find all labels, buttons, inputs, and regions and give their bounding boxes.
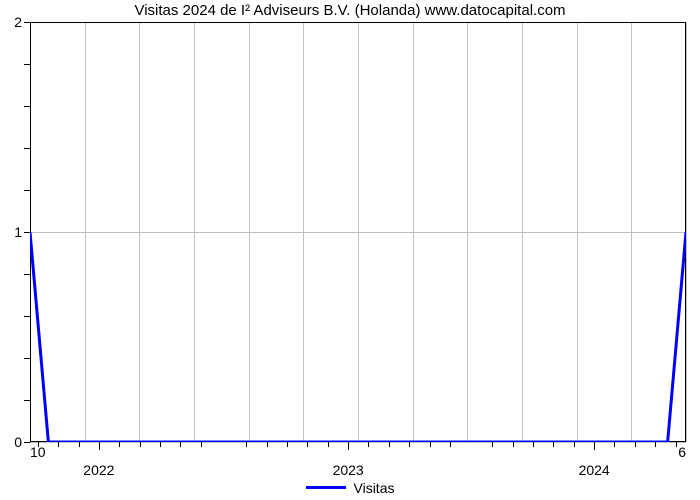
y-tick-label: 0 [14,434,22,450]
x-minor-tick [635,442,636,447]
y-minor-tick [24,400,30,401]
grid-line-v [85,22,86,442]
y-tick-label: 2 [14,14,22,30]
grid-line-h [30,442,686,443]
chart-title: Visitas 2024 de I² Adviseurs B.V. (Holan… [0,0,700,22]
x-minor-tick [140,442,141,447]
grid-line-v [522,22,523,442]
x-minor-tick [307,442,308,447]
x-minor-tick [79,442,80,447]
x-minor-tick [513,442,514,447]
x-minor-tick [328,442,329,447]
legend-label: Visitas [354,480,395,496]
x-minor-tick [201,442,202,447]
y-minor-tick [24,106,30,107]
x-minor-tick [368,442,369,447]
y-minor-tick [24,358,30,359]
x-minor-tick [160,442,161,447]
y-minor-tick [24,442,30,443]
x-minor-tick [38,442,39,447]
grid-line-v [577,22,578,442]
y-minor-tick [24,316,30,317]
grid-line-v [631,22,632,442]
y-minor-tick [24,22,30,23]
y-minor-tick [24,190,30,191]
chart-container: { "chart": { "type": "line", "title": "V… [0,0,700,500]
x-minor-tick [450,442,451,447]
x-minor-tick [58,442,59,447]
legend-item: Visitas [306,480,395,496]
x-minor-tick [389,442,390,447]
x-minor-tick [614,442,615,447]
grid-line-v [686,22,687,442]
x-minor-tick [409,442,410,447]
y-minor-tick [24,232,30,233]
y-minor-tick [24,148,30,149]
x-major-tick [348,442,349,450]
y-minor-tick [24,64,30,65]
grid-line-v [194,22,195,442]
grid-line-v [303,22,304,442]
plot-area: 012106202220232024 [30,22,686,442]
x-minor-tick [267,442,268,447]
x-minor-tick [676,442,677,447]
grid-line-v [358,22,359,442]
grid-line-v [139,22,140,442]
x-minor-tick [533,442,534,447]
x-major-tick [99,442,100,450]
legend-swatch [306,486,346,489]
x-minor-tick [553,442,554,447]
y-tick-label: 1 [14,224,22,240]
x-minor-tick [574,442,575,447]
x-minor-tick [119,442,120,447]
grid-line-v [413,22,414,442]
x-major-tick [594,442,595,450]
x-minor-tick [287,442,288,447]
x-minor-tick [655,442,656,447]
x-minor-tick [246,442,247,447]
grid-line-v [30,22,31,442]
x-minor-tick [492,442,493,447]
grid-line-v [249,22,250,442]
grid-line-v [467,22,468,442]
x-minor-tick [180,442,181,447]
x-last-label: 6 [678,444,686,460]
y-minor-tick [24,274,30,275]
x-minor-tick [430,442,431,447]
legend: Visitas [0,476,700,496]
